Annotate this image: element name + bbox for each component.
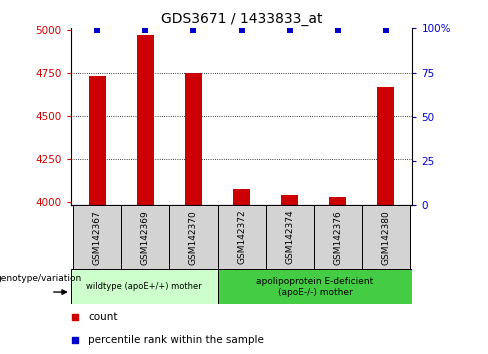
Point (189, 27, 197, 33)
Text: GSM142370: GSM142370 (189, 210, 198, 264)
Bar (89, 76, 105, 205)
Bar (362, 205, 410, 269)
Text: count: count (88, 312, 118, 322)
Bar (185, 73, 202, 205)
Text: apolipoprotein E-deficient
(apoE-/-) mother: apolipoprotein E-deficient (apoE-/-) mot… (256, 277, 373, 297)
Bar (71, 269, 218, 304)
Bar (281, 195, 298, 205)
Text: genotype/variation: genotype/variation (0, 274, 82, 284)
Bar (218, 269, 412, 304)
Bar (218, 205, 265, 269)
Text: GSM142374: GSM142374 (285, 210, 294, 264)
Point (369, 23, 377, 29)
Text: wildtype (apoE+/+) mother: wildtype (apoE+/+) mother (86, 282, 202, 291)
Bar (233, 189, 250, 205)
Point (286, 27, 294, 33)
Text: GSM142367: GSM142367 (93, 210, 102, 264)
Point (382, 27, 390, 33)
Point (238, 27, 245, 33)
Point (142, 27, 149, 33)
Bar (73, 205, 122, 269)
Text: GSM142369: GSM142369 (141, 210, 150, 264)
Bar (122, 205, 169, 269)
Bar (137, 35, 154, 205)
Point (93, 27, 101, 33)
Text: GSM142376: GSM142376 (333, 210, 342, 264)
Text: GSM142380: GSM142380 (382, 210, 390, 264)
Text: percentile rank within the sample: percentile rank within the sample (88, 335, 264, 346)
Point (334, 27, 342, 33)
Title: GDS3671 / 1433833_at: GDS3671 / 1433833_at (161, 12, 322, 26)
Point (369, 233, 377, 238)
Bar (314, 205, 362, 269)
Text: GSM142372: GSM142372 (237, 210, 246, 264)
Bar (265, 205, 314, 269)
Bar (378, 87, 394, 205)
Bar (329, 197, 346, 205)
Bar (169, 205, 218, 269)
